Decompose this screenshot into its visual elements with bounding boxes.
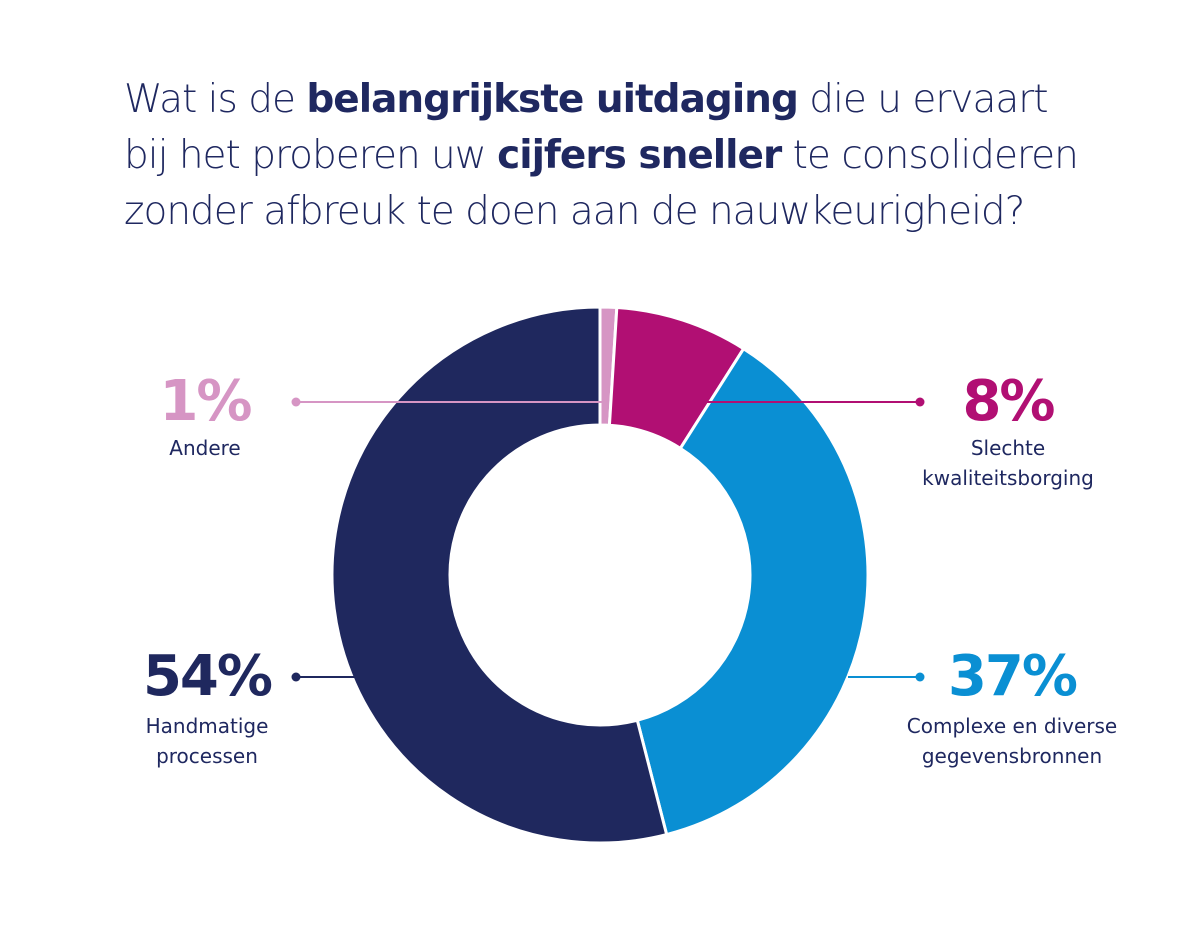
data-label-handmatige-processen: 54%	[143, 644, 272, 709]
chart-title: Wat is de belangrijkste uitdaging die u …	[124, 72, 1084, 240]
leader-dot-handmatige-processen	[291, 672, 301, 682]
title-emphasis: cijfers sneller	[497, 133, 782, 178]
data-label-slechte-kwaliteitsborging: 8%	[962, 369, 1054, 434]
category-label-slechte-kwaliteitsborging: Slechte	[971, 436, 1045, 460]
leader-dot-andere	[291, 397, 301, 407]
leader-dot-slechte-kwaliteitsborging	[915, 397, 925, 407]
category-label-complexe-en-diverse-gegevensbronnen: Complexe en diverse	[907, 714, 1117, 738]
category-label-complexe-en-diverse-gegevensbronnen: gegevensbronnen	[922, 744, 1102, 768]
slice-complexe-en-diverse-gegevensbronnen	[635, 346, 870, 837]
category-label-slechte-kwaliteitsborging: kwaliteitsborging	[922, 466, 1094, 490]
title-text: te consolideren zonder afbreuk te doen a…	[124, 133, 1079, 234]
data-label-andere: 1%	[159, 369, 251, 434]
donut-slices	[330, 305, 870, 845]
title-emphasis: belangrijkste uitdaging	[306, 77, 799, 122]
category-label-handmatige-processen: Handmatige	[146, 714, 269, 738]
title-text: Wat is de	[124, 77, 307, 122]
leader-dot-complexe-en-diverse-gegevensbronnen	[915, 672, 925, 682]
category-label-handmatige-processen: processen	[156, 744, 258, 768]
slice-handmatige-processen	[330, 305, 669, 845]
title-text: die u ervaart bij het proberen uw	[124, 77, 1049, 178]
data-label-complexe-en-diverse-gegevensbronnen: 37%	[948, 644, 1077, 709]
category-label-andere: Andere	[169, 436, 240, 460]
callouts: 1%Andere 8%Slechte kwaliteitsborging 37% Com…	[143, 369, 1117, 768]
